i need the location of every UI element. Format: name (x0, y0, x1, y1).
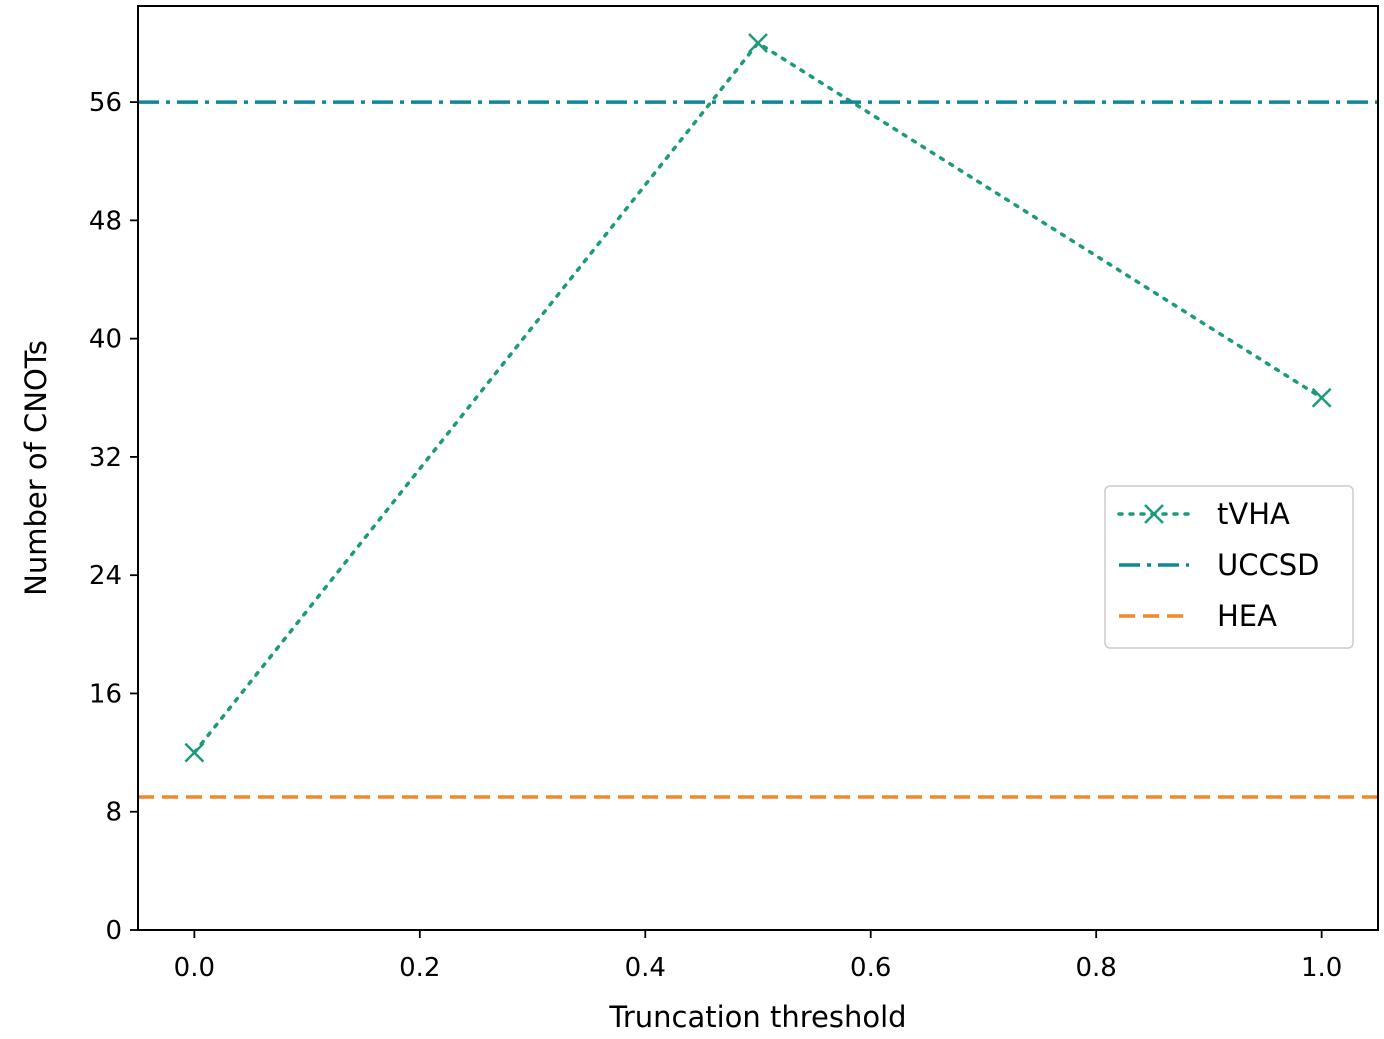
y-tick-label: 16 (89, 679, 122, 709)
tvha-point-stroke-b (1311, 387, 1332, 408)
x-axis: 0.0 0.2 0.4 0.6 0.8 1.0 (174, 930, 1342, 983)
tvha-point (184, 742, 205, 763)
x-tick-label: 1.0 (1301, 953, 1342, 983)
y-tick-label: 8 (105, 798, 122, 828)
y-tick-label: 56 (89, 88, 122, 118)
tvha-point-stroke-b (184, 742, 205, 763)
legend: tVHA UCCSD HEA (1104, 485, 1354, 649)
x-tick-label: 0.4 (625, 953, 666, 983)
legend-tvha-marker (1144, 504, 1164, 524)
legend-uccsd-label: UCCSD (1217, 548, 1319, 582)
x-tick-label: 0.2 (399, 953, 440, 983)
y-axis-label: Number of CNOTs (19, 340, 53, 596)
x-axis-label: Truncation threshold (608, 1000, 906, 1034)
y-tick-label: 48 (89, 206, 122, 236)
legend-box (1104, 485, 1354, 649)
series-layer (138, 33, 1378, 799)
y-tick-label: 40 (89, 325, 122, 355)
legend-tvha-label: tVHA (1217, 497, 1290, 531)
x-tick-label: 0.8 (1076, 953, 1117, 983)
legend-hea-label: HEA (1217, 599, 1277, 633)
y-tick-label: 32 (89, 443, 122, 473)
x-tick-label: 0.0 (174, 953, 215, 983)
y-tick-label: 0 (105, 916, 122, 946)
x-tick-label: 0.6 (850, 953, 891, 983)
tvha-point-stroke-b (748, 33, 768, 53)
legend-tvha-marker-stroke-b (1144, 504, 1164, 524)
tvha-point (1311, 387, 1332, 408)
y-axis: 0 8 16 24 32 40 48 56 (89, 88, 138, 946)
tvha-point (748, 33, 768, 53)
plot-frame (137, 5, 1379, 931)
y-tick-label: 24 (89, 561, 122, 591)
